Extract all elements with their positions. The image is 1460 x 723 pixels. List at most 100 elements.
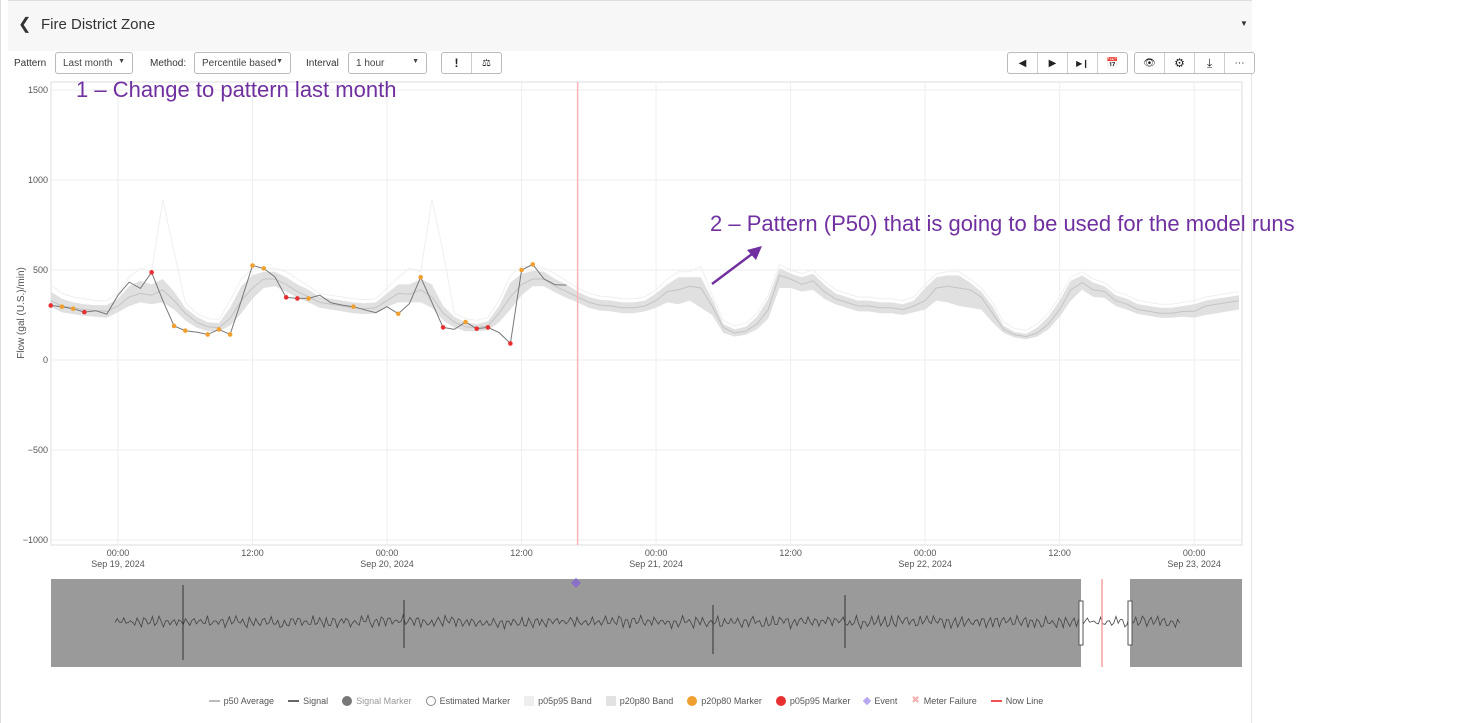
legend-diamond-icon [863,696,872,705]
legend-label: Signal Marker [356,695,412,706]
eye-icon[interactable]: 👁 [1143,57,1156,69]
navigator-mask-left [51,579,1081,667]
back-chevron-icon[interactable]: ❮ [18,16,32,33]
skip-end-icon[interactable]: ▶❙ [1067,53,1097,73]
legend-square-icon [605,695,616,706]
legend-dot-icon [687,695,698,706]
caret-down-icon: ▼ [276,58,283,65]
pattern-value: Last month [63,58,113,69]
interval-label: Interval [306,58,339,69]
pattern-dropdown[interactable]: Last month ▼ [55,52,133,74]
legend-item[interactable]: p50 Average [208,695,275,706]
p20p80-marker [70,306,76,312]
legend-label: p05p95 Marker [789,695,851,706]
legend-item[interactable]: p20p80 Marker [687,695,762,706]
plot-area [50,81,1243,546]
annotation-step-2: 2 – Pattern (P50) that is going to be us… [710,211,1295,236]
annotation-step-1: 1 – Change to pattern last month [76,77,397,102]
legend-item[interactable]: p05p95 Marker [775,695,851,706]
p50-average-line [50,274,1240,338]
annotation-arrow [711,253,753,285]
y-tick-label: 0 [43,355,48,365]
page-title: Fire District Zone [41,16,156,33]
previous-icon[interactable]: ◀ [1018,57,1027,69]
exclamation-icon[interactable]: ! [454,56,459,70]
x-tick-time: 12:00 [1048,548,1071,558]
tool-group-right: 👁 ⚙ ⤓ ⋯ [1134,52,1255,74]
x-tick-date: Sep 21, 2024 [629,559,683,569]
x-tick-time: 12:00 [510,548,533,558]
legend-label: p05p95 Band [538,695,592,706]
p20p80-band [50,268,1240,340]
legend-line-icon [208,699,220,702]
y-tick-label: 500 [33,265,48,275]
download-icon[interactable]: ⤓ [1194,53,1224,73]
legend-item[interactable]: Now Line [990,695,1044,706]
p20p80-marker [418,274,423,280]
p20p80-marker [227,332,233,337]
navigator-mask-right [1130,579,1242,667]
p05p95-marker [149,270,154,275]
x-tick-date: Sep 19, 2024 [91,559,145,569]
legend-label: Now Line [1005,695,1044,706]
p20p80-marker [395,311,401,317]
p05p95-marker [48,303,54,308]
x-tick-time: 00:00 [107,548,130,558]
legend-label: p20p80 Band [619,695,674,706]
p20p80-marker [351,304,356,310]
calendar-icon[interactable]: 📅 [1097,53,1127,73]
legend-item[interactable]: Signal [288,695,328,706]
x-tick-time: 00:00 [1183,548,1206,558]
x-tick-date: Sep 22, 2024 [898,559,952,569]
gear-icon[interactable]: ⚙ [1164,53,1194,73]
legend-item[interactable]: p05p95 Band [524,695,592,706]
legend-item[interactable]: Event [863,695,897,706]
legend-item[interactable]: p20p80 Band [605,695,674,706]
caret-down-icon: ▼ [412,58,419,65]
legend-line-icon [990,699,1002,702]
p20p80-marker [463,319,468,325]
tool-group-nav: ◀ ▶ ▶❙ 📅 [1007,52,1128,74]
p05p95-marker [474,326,480,331]
more-icon[interactable]: ⋯ [1224,53,1254,73]
legend-item[interactable]: Signal Marker [342,695,412,706]
x-tick-time: 00:00 [645,548,668,558]
legend-dot-icon [342,695,353,706]
legend-ring-icon [425,695,436,706]
p20p80-marker [261,266,267,271]
tool-group-left: ! ⚖ [441,52,502,74]
p20p80-marker [306,296,311,301]
legend-item[interactable]: ✖ Meter Failure [911,695,976,706]
legend-line-icon [288,699,300,702]
play-icon[interactable]: ▶ [1037,53,1067,73]
interval-value: 1 hour [356,58,385,69]
legend-cross-icon: ✖ [911,695,920,706]
legend-label: Estimated Marker [439,695,511,706]
app-frame [0,0,1252,723]
legend-label: p20p80 Marker [701,695,762,706]
p05p95-marker [82,309,87,315]
interval-dropdown[interactable]: 1 hour ▼ [348,52,427,74]
navigator [51,578,1242,667]
method-value: Percentile based [202,58,277,69]
legend-item[interactable]: Estimated Marker [425,695,511,706]
p05p95-marker [485,325,491,330]
p05p95-marker [295,296,300,301]
y-tick-label: 1500 [28,85,48,95]
legend-label: Signal [303,695,329,706]
p05p95-band-upper [50,199,1240,331]
scale-icon[interactable]: ⚖ [471,53,501,73]
event-marker [571,578,581,588]
y-tick-label: −500 [28,445,48,455]
p05p95-marker [440,325,446,330]
navigator-handle[interactable] [1078,600,1084,646]
navigator-handle[interactable] [1127,600,1133,646]
legend-label: p50 Average [223,695,275,706]
header-collapse-caret-icon[interactable]: ▼ [1240,19,1248,28]
y-axis-label: Flow (gal (U.S.)/min) [16,267,27,359]
navigator-signal [114,613,1181,631]
method-dropdown[interactable]: Percentile based ▼ [194,52,291,74]
x-tick-date: Sep 23, 2024 [1167,559,1221,569]
x-tick-time: 12:00 [241,548,264,558]
